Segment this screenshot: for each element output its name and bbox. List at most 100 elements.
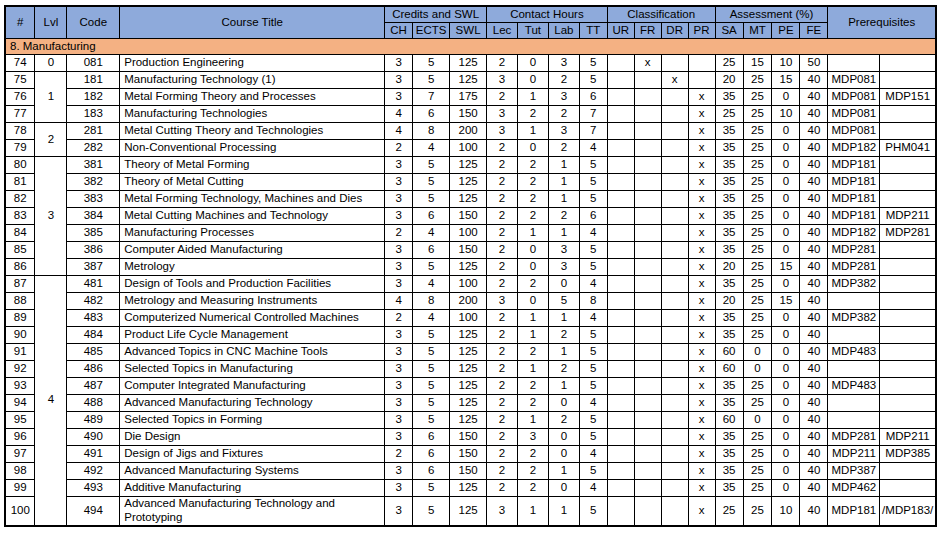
cell-sa: 25 xyxy=(715,497,743,526)
cell-tut: 2 xyxy=(518,463,549,480)
cell-mt: 25 xyxy=(743,429,772,446)
cell-sa: 35 xyxy=(715,378,743,395)
cell-tt: 6 xyxy=(579,89,607,106)
cell-dr xyxy=(661,242,688,259)
cell-lab: 1 xyxy=(548,497,579,526)
cell-ch: 2 xyxy=(385,225,413,242)
cell-ur xyxy=(607,293,634,310)
cell-mt: 25 xyxy=(743,89,772,106)
cell-pe: 0 xyxy=(772,140,800,157)
cell-tt: 7 xyxy=(579,123,607,140)
cell-mt: 0 xyxy=(743,361,772,378)
cell-tut: 0 xyxy=(518,242,549,259)
cell-swl: 125 xyxy=(450,361,487,378)
cell-fr xyxy=(634,72,661,89)
cell-lec: 3 xyxy=(487,123,518,140)
cell-ch: 3 xyxy=(385,157,413,174)
cell-lvl: 0 xyxy=(35,55,67,72)
cell-tut: 2 xyxy=(518,157,549,174)
cell-tut: 1 xyxy=(518,327,549,344)
cell-fe: 40 xyxy=(800,259,828,276)
cell-lec: 2 xyxy=(487,429,518,446)
cell-mt: 25 xyxy=(743,446,772,463)
cell-tt: 5 xyxy=(579,72,607,89)
cell-fr xyxy=(634,157,661,174)
cell-pre2 xyxy=(880,157,936,174)
table-row: 99493Additive Manufacturing351252204x352… xyxy=(5,480,936,497)
cell-lab: 1 xyxy=(548,225,579,242)
cell-sa: 35 xyxy=(715,276,743,293)
cell-ects: 5 xyxy=(413,174,450,191)
cell-fe: 40 xyxy=(800,463,828,480)
cell-lec: 2 xyxy=(487,225,518,242)
cell-swl: 150 xyxy=(450,429,487,446)
cell-num: 96 xyxy=(5,429,35,446)
cell-sa: 35 xyxy=(715,429,743,446)
cell-dr xyxy=(661,208,688,225)
cell-tut: 1 xyxy=(518,361,549,378)
cell-pre1: MDP181 xyxy=(828,157,880,174)
cell-ects: 5 xyxy=(413,55,450,72)
table-row: 98492Advanced Manufacturing Systems36150… xyxy=(5,463,936,480)
col-header-prerequisites: Prerequisites xyxy=(828,6,936,39)
cell-mt: 25 xyxy=(743,497,772,526)
cell-fe: 40 xyxy=(800,480,828,497)
cell-fe: 40 xyxy=(800,123,828,140)
cell-ch: 3 xyxy=(385,361,413,378)
section-row: 8. Manufacturing xyxy=(5,39,936,55)
cell-ch: 3 xyxy=(385,208,413,225)
cell-pre2 xyxy=(880,259,936,276)
cell-ur xyxy=(607,395,634,412)
cell-lec: 2 xyxy=(487,327,518,344)
cell-title: Selected Topics in Forming xyxy=(120,412,385,429)
table-row: 95489Selected Topics in Forming351252125… xyxy=(5,412,936,429)
cell-tt: 4 xyxy=(579,446,607,463)
cell-sa: 35 xyxy=(715,140,743,157)
cell-dr xyxy=(661,123,688,140)
cell-lec: 2 xyxy=(487,157,518,174)
cell-mt: 25 xyxy=(743,225,772,242)
cell-lab: 1 xyxy=(548,310,579,327)
cell-pre1: MDP483 xyxy=(828,344,880,361)
cell-pe: 10 xyxy=(772,106,800,123)
cell-ur xyxy=(607,225,634,242)
cell-ur xyxy=(607,497,634,526)
col-group-assessment: Assessment (%) xyxy=(715,6,828,23)
cell-num: 93 xyxy=(5,378,35,395)
cell-dr xyxy=(661,191,688,208)
cell-ur xyxy=(607,106,634,123)
cell-pre1 xyxy=(828,395,880,412)
cell-lab: 2 xyxy=(548,208,579,225)
cell-fr xyxy=(634,310,661,327)
cell-mt: 25 xyxy=(743,242,772,259)
cell-code: 383 xyxy=(67,191,120,208)
cell-pe: 0 xyxy=(772,429,800,446)
cell-sa: 25 xyxy=(715,55,743,72)
cell-lvl: 4 xyxy=(35,276,67,526)
cell-num: 98 xyxy=(5,463,35,480)
cell-num: 99 xyxy=(5,480,35,497)
cell-lab: 5 xyxy=(548,293,579,310)
cell-pe: 0 xyxy=(772,446,800,463)
cell-code: 384 xyxy=(67,208,120,225)
cell-title: Non-Conventional Processing xyxy=(120,140,385,157)
cell-lab: 2 xyxy=(548,72,579,89)
cell-pr: x xyxy=(688,361,715,378)
cell-swl: 125 xyxy=(450,412,487,429)
cell-dr xyxy=(661,276,688,293)
col-header-fe: FE xyxy=(800,23,828,39)
cell-title: Die Design xyxy=(120,429,385,446)
cell-ects: 5 xyxy=(413,157,450,174)
cell-mt: 25 xyxy=(743,259,772,276)
cell-ch: 3 xyxy=(385,480,413,497)
cell-mt: 25 xyxy=(743,72,772,89)
cell-pe: 0 xyxy=(772,395,800,412)
cell-tt: 5 xyxy=(579,361,607,378)
cell-dr xyxy=(661,378,688,395)
cell-dr xyxy=(661,497,688,526)
cell-pre2 xyxy=(880,310,936,327)
cell-ch: 3 xyxy=(385,463,413,480)
cell-ects: 6 xyxy=(413,446,450,463)
cell-pre1: MDP081 xyxy=(828,106,880,123)
cell-fr xyxy=(634,497,661,526)
